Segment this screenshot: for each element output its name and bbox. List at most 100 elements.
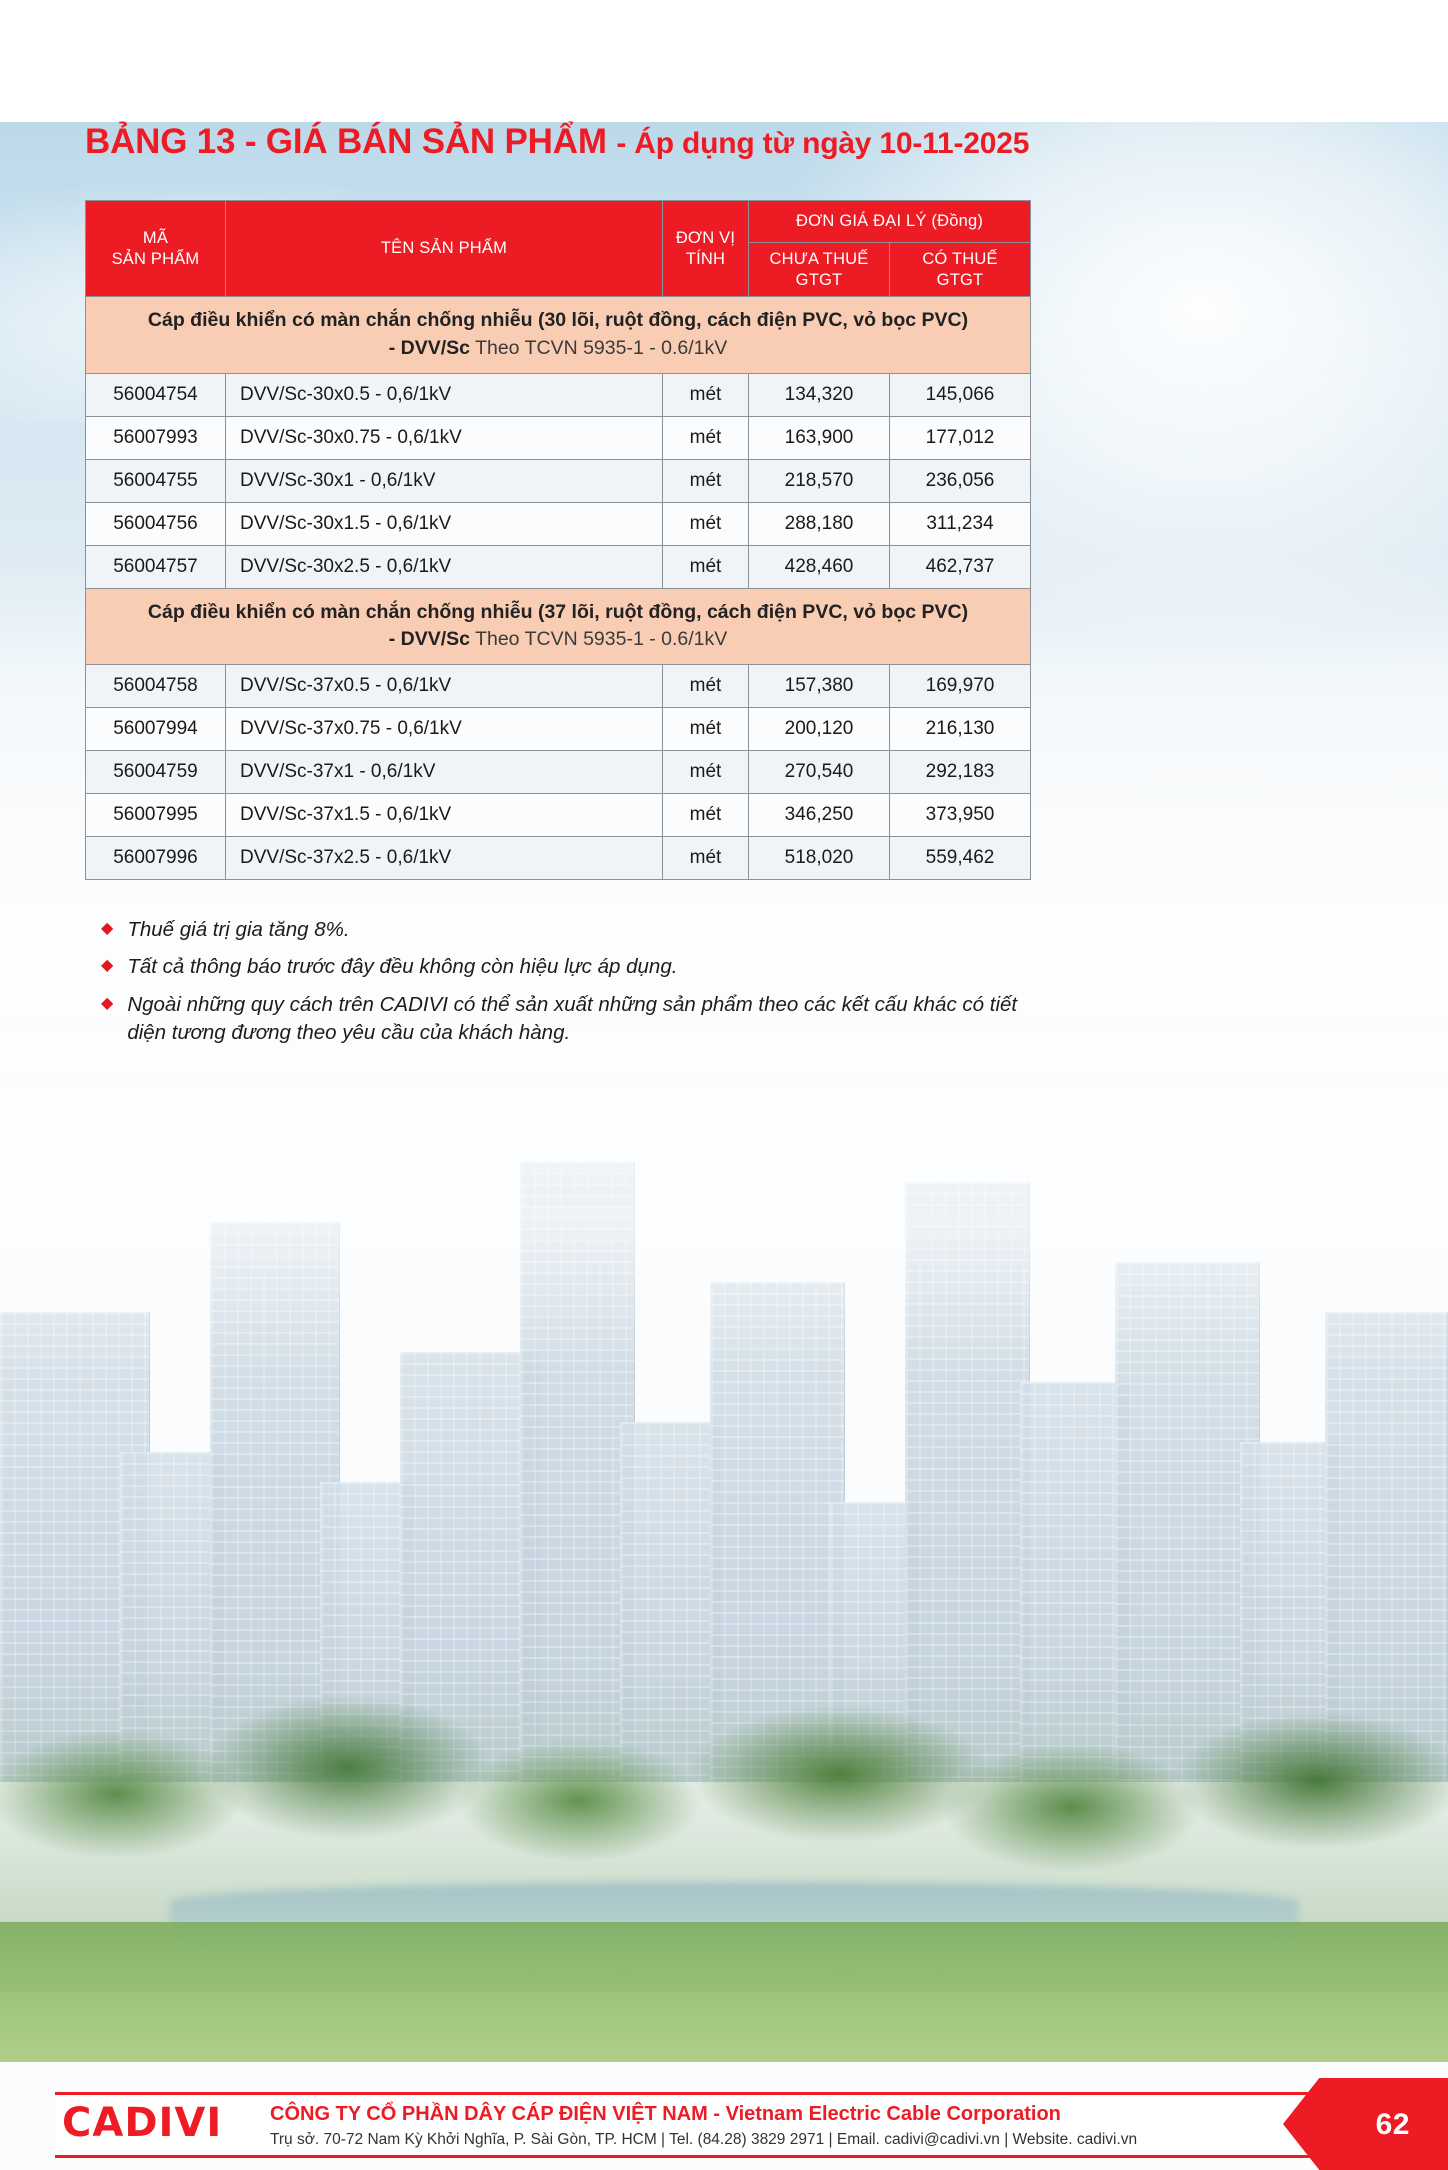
section-title-line2: - DVV/Sc Theo TCVN 5935-1 - 0.6/1kV <box>100 626 1016 654</box>
cell-price-vat: 169,970 <box>889 664 1031 708</box>
table-row: 56007994 DVV/Sc-37x0.75 - 0,6/1kV mét 200,1… <box>85 707 1031 751</box>
cell-price-vat: 292,183 <box>889 750 1031 794</box>
section-title-standard-code: - DVV/Sc <box>388 628 470 651</box>
table-row: 56004758 DVV/Sc-37x0.5 - 0,6/1kV mét 157,38… <box>85 664 1031 708</box>
cell-product-name: DVV/Sc-30x1.5 - 0,6/1kV <box>225 501 663 546</box>
table-row: 56004754 DVV/Sc-30x0.5 - 0,6/1kV mét 134,32… <box>85 372 1031 417</box>
header-price-vat: CÓ THUẾ GTGT <box>889 241 1031 298</box>
header-unit: ĐƠN VỊ TÍNH <box>662 199 749 298</box>
cell-product-code: 56004755 <box>85 458 226 503</box>
section-title-standard-rest: Theo TCVN 5935-1 - 0.6/1kV <box>470 336 728 359</box>
cell-price-no-vat: 200,120 <box>748 707 890 751</box>
table-row: 56004759 DVV/Sc-37x1 - 0,6/1kV mét 270,540 2… <box>85 750 1031 794</box>
cell-unit: mét <box>662 664 749 708</box>
cell-price-vat: 177,012 <box>889 415 1031 460</box>
section-header-cell: Cáp điều khiển có màn chắn chống nhiễu (… <box>85 296 1031 374</box>
cell-product-code: 56007995 <box>85 793 226 837</box>
footer-company-name: CÔNG TY CỔ PHẦN DÂY CÁP ĐIỆN VIỆT NAM - … <box>270 2103 1061 2125</box>
cell-unit: mét <box>662 544 749 589</box>
table-row: 56007996 DVV/Sc-37x2.5 - 0,6/1kV mét 518,02… <box>85 836 1031 880</box>
footer-address: Trụ sở. 70-72 Nam Kỳ Khởi Nghĩa, P. Sài … <box>270 2131 1138 2148</box>
cell-product-code: 56004759 <box>85 750 226 794</box>
section-header-row: Cáp điều khiển có màn chắn chống nhiễu (… <box>85 296 1031 374</box>
section-header-row: Cáp điều khiển có màn chắn chống nhiễu (… <box>85 587 1031 666</box>
cell-unit: mét <box>662 707 749 751</box>
header-price-no-vat-l1: CHƯA THUẾ <box>769 250 869 268</box>
table-header: MÃ SẢN PHẨM TÊN SẢN PHẨM ĐƠN VỊ TÍNH ĐƠN… <box>85 199 1031 298</box>
table-row: 56004755 DVV/Sc-30x1 - 0,6/1kV mét 218,570 2… <box>85 458 1031 503</box>
header-price-vat-l2: GTGT <box>936 270 984 289</box>
note-item: ◆ Ngoài những quy cách trên CADIVI có thể… <box>101 991 1363 1048</box>
header-product-code: MÃ SẢN PHẨM <box>85 199 226 298</box>
cell-product-code: 56004757 <box>85 544 226 589</box>
cell-price-no-vat: 157,380 <box>748 664 890 708</box>
cell-unit: mét <box>662 415 749 460</box>
header-price-vat-l1: CÓ THUẾ <box>922 250 998 268</box>
header-unit-l2: TÍNH <box>685 249 726 268</box>
section-header-cell: Cáp điều khiển có màn chắn chống nhiễu (… <box>85 587 1031 666</box>
cell-price-vat: 216,130 <box>889 707 1031 751</box>
cell-product-code: 56007994 <box>85 707 226 751</box>
header-price-no-vat-l2: GTGT <box>795 270 843 289</box>
cadivi-logo: CADIVI <box>62 2100 223 2146</box>
page-number: 62 <box>1375 2108 1410 2141</box>
cell-product-name: DVV/Sc-30x0.75 - 0,6/1kV <box>225 415 663 460</box>
cell-price-vat: 145,066 <box>889 372 1031 417</box>
header-product-code-l1: MÃ <box>142 229 169 247</box>
header-product-name: TÊN SẢN PHẨM <box>225 199 663 298</box>
notes-list: ◆ Thuế giá trị gia tăng 8%. ◆ Tất cả thông … <box>85 916 1363 1047</box>
table-body: Cáp điều khiển có màn chắn chống nhiễu (… <box>85 296 1031 880</box>
table-row: 56007995 DVV/Sc-37x1.5 - 0,6/1kV mét 346,25… <box>85 793 1031 837</box>
cell-unit: mét <box>662 501 749 546</box>
note-text: Tất cả thông báo trước đây đều không còn… <box>127 955 678 979</box>
cell-unit: mét <box>662 372 749 417</box>
diamond-bullet-icon: ◆ <box>101 957 114 975</box>
note-text: Thuế giá trị gia tăng 8%. <box>127 918 350 941</box>
cell-product-code: 56004754 <box>85 372 226 417</box>
page-title-sub: - Áp dụng từ ngày 10-11-2025 <box>616 127 1030 160</box>
note-text: Ngoài những quy cách trên CADIVI có thể … <box>127 992 1018 1044</box>
lawn <box>0 1922 1448 2062</box>
header-price-no-vat: CHƯA THUẾ GTGT <box>748 241 890 298</box>
cell-price-no-vat: 518,020 <box>748 836 890 880</box>
cell-product-code: 56004756 <box>85 501 226 546</box>
diamond-bullet-icon: ◆ <box>101 994 114 1012</box>
cell-unit: mét <box>662 458 749 503</box>
cell-product-name: DVV/Sc-30x0.5 - 0,6/1kV <box>225 372 663 417</box>
cell-product-name: DVV/Sc-37x1 - 0,6/1kV <box>225 750 663 794</box>
section-title-line1: Cáp điều khiển có màn chắn chống nhiễu (… <box>147 309 969 332</box>
note-item: ◆ Tất cả thông báo trước đây đều không cò… <box>101 953 1363 981</box>
header-price-group: ĐƠN GIÁ ĐẠI LÝ (Đồng) <box>748 200 1031 243</box>
table-row: 56004757 DVV/Sc-30x2.5 - 0,6/1kV mét 428,46… <box>85 544 1031 589</box>
cell-product-code: 56007996 <box>85 836 226 880</box>
cell-price-vat: 462,737 <box>889 544 1031 589</box>
cell-unit: mét <box>662 750 749 794</box>
cell-price-no-vat: 288,180 <box>748 501 890 546</box>
cell-price-vat: 311,234 <box>889 501 1031 546</box>
cell-product-name: DVV/Sc-37x2.5 - 0,6/1kV <box>225 836 663 880</box>
section-title-line2: - DVV/Sc Theo TCVN 5935-1 - 0.6/1kV <box>100 335 1016 363</box>
diamond-bullet-icon: ◆ <box>101 920 114 937</box>
cell-price-vat: 236,056 <box>889 458 1031 503</box>
cell-unit: mét <box>662 793 749 837</box>
price-table: MÃ SẢN PHẨM TÊN SẢN PHẨM ĐƠN VỊ TÍNH ĐƠN… <box>85 199 1031 880</box>
cell-product-name: DVV/Sc-37x0.75 - 0,6/1kV <box>225 707 663 751</box>
page-content: BẢNG 13 - GIÁ BÁN SẢN PHẨM - Áp dụng từ … <box>0 122 1448 1047</box>
cell-product-code: 56007993 <box>85 415 226 460</box>
cell-price-no-vat: 346,250 <box>748 793 890 837</box>
cell-price-no-vat: 134,320 <box>748 372 890 417</box>
cell-price-no-vat: 270,540 <box>748 750 890 794</box>
table-row: 56007993 DVV/Sc-30x0.75 - 0,6/1kV mét 163,9… <box>85 415 1031 460</box>
page-title-main: BẢNG 13 - GIÁ BÁN SẢN PHẨM <box>85 122 607 161</box>
cell-unit: mét <box>662 836 749 880</box>
table-row: 56004756 DVV/Sc-30x1.5 - 0,6/1kV mét 288,18… <box>85 501 1031 546</box>
cell-product-name: DVV/Sc-30x1 - 0,6/1kV <box>225 458 663 503</box>
header-product-code-l2: SẢN PHẨM <box>111 249 200 268</box>
cell-price-no-vat: 218,570 <box>748 458 890 503</box>
cell-price-no-vat: 428,460 <box>748 544 890 589</box>
cell-product-name: DVV/Sc-30x2.5 - 0,6/1kV <box>225 544 663 589</box>
cell-product-code: 56004758 <box>85 664 226 708</box>
section-title-standard-code: - DVV/Sc <box>388 336 470 359</box>
cell-product-name: DVV/Sc-37x1.5 - 0,6/1kV <box>225 793 663 837</box>
cell-product-name: DVV/Sc-37x0.5 - 0,6/1kV <box>225 664 663 708</box>
